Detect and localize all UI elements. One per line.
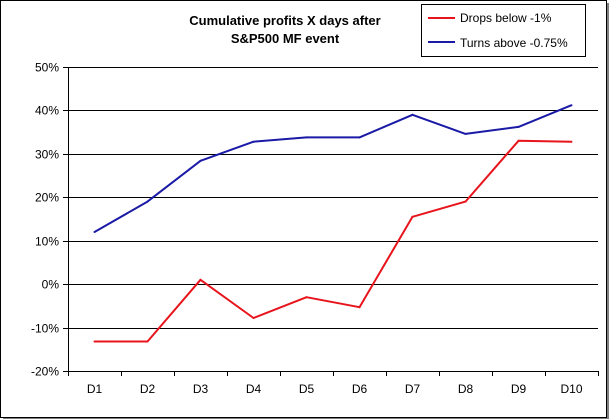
data-point: [199, 278, 202, 281]
data-point: [464, 132, 467, 135]
x-tick-label: D1: [87, 382, 103, 396]
y-tick-labels: 50% 40% 30% 20% 10% 0% -10% -20%: [31, 61, 59, 379]
data-point: [252, 317, 255, 319]
data-point: [199, 159, 202, 162]
chart-shadow-right: [607, 3, 609, 419]
x-tick-label: D9: [511, 382, 527, 396]
y-tick-label: -20%: [31, 365, 59, 379]
series-line-drops-below: [94, 139, 572, 343]
axes: [63, 67, 599, 376]
y-tick-label: 0%: [42, 278, 60, 292]
y-tick-label: 10%: [35, 235, 59, 249]
x-tick-label: D10: [560, 382, 582, 396]
data-point: [570, 140, 573, 143]
data-point: [146, 200, 149, 203]
data-point: [358, 306, 361, 309]
series-lines: [93, 104, 573, 343]
data-point: [517, 125, 520, 128]
data-point: [93, 340, 96, 343]
x-tick-label: D3: [193, 382, 209, 396]
y-tick-label: 20%: [35, 191, 59, 205]
legend-label-turns-above: Turns above -0.75%: [460, 36, 568, 50]
x-tick-label: D4: [246, 382, 262, 396]
y-tick-label: 50%: [35, 61, 59, 75]
data-point: [411, 113, 414, 116]
data-point: [464, 200, 467, 203]
x-tick-label: D6: [352, 382, 368, 396]
chart-title-line-1: Cumulative profits X days after: [189, 13, 380, 28]
data-point: [517, 139, 520, 142]
chart-title-line-2: S&P500 MF event: [231, 31, 340, 46]
data-point: [305, 296, 308, 299]
x-tick-label: D5: [299, 382, 315, 396]
y-tick-label: 40%: [35, 104, 59, 118]
data-point: [411, 215, 414, 218]
data-point: [305, 136, 308, 139]
series-line-turns-above: [94, 104, 572, 233]
x-tick-label: D2: [140, 382, 156, 396]
x-tick-label: D7: [405, 382, 421, 396]
data-point: [93, 231, 96, 233]
legend-label-drops-below: Drops below -1%: [460, 11, 552, 25]
data-point: [358, 136, 361, 139]
y-tick-label: 30%: [35, 148, 59, 162]
data-point: [252, 140, 255, 143]
legend: Drops below -1% Turns above -0.75%: [421, 4, 586, 57]
x-tick-label: D8: [458, 382, 474, 396]
legend-box: [421, 4, 586, 57]
x-tick-labels: D1 D2 D3 D4 D5 D6 D7 D8 D9 D10: [87, 382, 583, 396]
data-point: [570, 104, 573, 107]
data-point: [146, 340, 149, 343]
y-tick-label: -10%: [31, 322, 59, 336]
